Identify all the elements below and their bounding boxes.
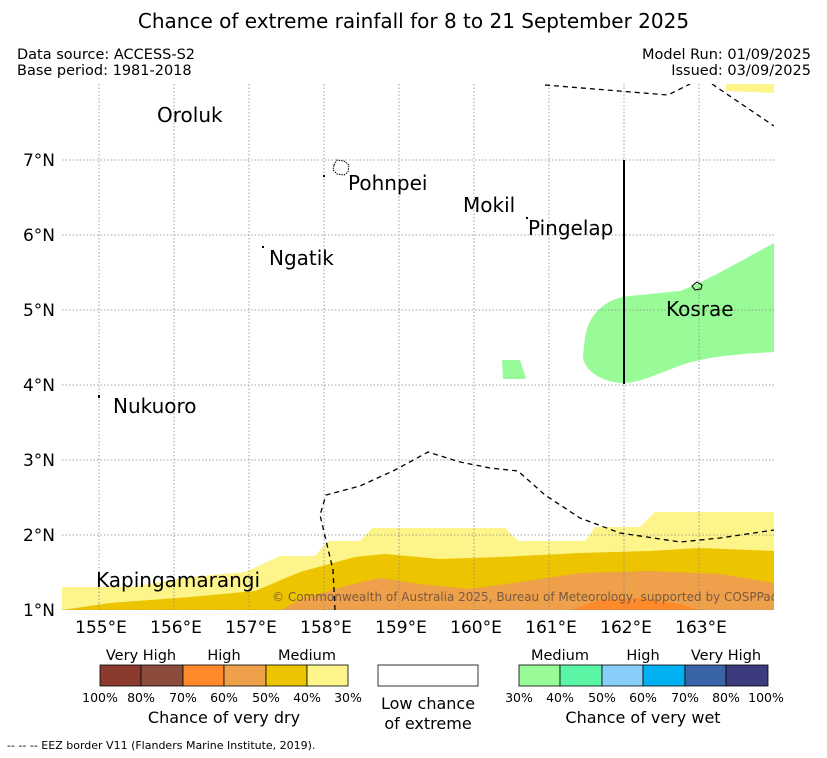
legend-dry-swatch (223, 664, 267, 687)
legend-dry-tick: 70% (169, 690, 197, 705)
place-label-pohnpei: Pohnpei (348, 171, 428, 195)
issued-date: Issued: 03/09/2025 (671, 63, 811, 79)
legend-dry-swatch (306, 664, 349, 687)
legend-dry: Very High High Medium 100% 80% 70% 60% 5… (82, 648, 362, 727)
eez-border (319, 84, 774, 610)
map-area: Oroluk Pohnpei Mokil Pingelap Ngatik Kos… (62, 84, 777, 610)
legend-wet-swatch (601, 664, 644, 687)
legend-dry-swatch (140, 664, 184, 687)
legend-dry-tick: 60% (210, 690, 238, 705)
legend-wet-tick: 40% (546, 690, 574, 705)
legend-dry-group-label: Very High (106, 648, 176, 664)
place-label-ngatik: Ngatik (269, 246, 334, 270)
legend-wet-swatch (684, 664, 727, 687)
eez-footer-note: -- -- -- EEZ border V11 (Flanders Marine… (7, 739, 316, 752)
map-gridlines (62, 84, 774, 610)
legend-wet-swatch (642, 664, 686, 687)
lat-tick-label: 5°N (23, 301, 55, 321)
place-label-nukuoro: Nukuoro (113, 394, 197, 418)
legend-wet-group-label: High (626, 648, 659, 664)
wet-patch-ne (726, 84, 774, 93)
legend-wet-group-label: Very High (691, 648, 761, 664)
lon-tick-label: 163°E (675, 618, 727, 638)
legend-wet-tick: 70% (671, 690, 699, 705)
legend-dry-tick: 50% (252, 690, 280, 705)
legend-wet-tick: 60% (629, 690, 657, 705)
copyright-text: © Commonwealth of Australia 2025, Bureau… (272, 590, 777, 604)
wet-patch-small (502, 360, 526, 379)
legend-dry-swatch (99, 664, 142, 687)
lon-tick-label: 159°E (375, 618, 427, 638)
lon-tick-labels: 155°E 156°E 157°E 158°E 159°E 160°E 161°… (75, 618, 727, 638)
legend-low-line2: of extreme (384, 714, 471, 733)
model-run: Model Run: 01/09/2025 (641, 47, 811, 63)
legend-wet-tick: 80% (712, 690, 740, 705)
place-label-kosrae: Kosrae (666, 297, 734, 321)
legend-wet-group-label: Medium (531, 648, 589, 664)
lat-tick-label: 2°N (23, 526, 55, 546)
lon-tick-label: 156°E (150, 618, 202, 638)
legend-wet-caption: Chance of very wet (565, 708, 720, 727)
page-title: Chance of extreme rainfall for 8 to 21 S… (137, 9, 690, 33)
legend-wet-swatch (559, 664, 603, 687)
legend-dry-tick: 100% (82, 690, 118, 705)
dry-band-60 (570, 598, 700, 610)
wet-area-kosrae (583, 243, 774, 384)
island-dots (98, 175, 528, 398)
legend-wet-tick: 100% (748, 690, 784, 705)
legend-wet-swatch (725, 664, 769, 687)
lat-tick-label: 6°N (23, 226, 55, 246)
lat-tick-label: 4°N (23, 376, 55, 396)
lat-tick-label: 1°N (23, 601, 55, 621)
legend-low: Low chance of extreme (377, 664, 479, 733)
legend-wet: Medium High Very High 30% 40% 50% 60% 70… (505, 648, 784, 727)
legend-wet-tick: 30% (505, 690, 533, 705)
lat-tick-labels: 7°N 6°N 5°N 4°N 3°N 2°N 1°N (23, 151, 55, 621)
place-label-oroluk: Oroluk (157, 103, 223, 127)
lat-tick-label: 7°N (23, 151, 55, 171)
place-label-kapingamarangi: Kapingamarangi (96, 568, 260, 592)
lon-tick-label: 155°E (75, 618, 127, 638)
legend-wet-tick: 50% (588, 690, 616, 705)
island-outlines (332, 159, 703, 291)
legend-wet-swatch (518, 664, 561, 687)
legend-dry-group-label: Medium (278, 648, 336, 664)
lon-tick-label: 161°E (525, 618, 577, 638)
place-label-pingelap: Pingelap (528, 216, 613, 240)
place-labels: Oroluk Pohnpei Mokil Pingelap Ngatik Kos… (96, 103, 734, 592)
legend-dry-tick: 30% (334, 690, 362, 705)
lon-tick-label: 158°E (300, 618, 352, 638)
legend-dry-swatch (265, 664, 308, 687)
kosrae-island (691, 281, 703, 291)
lon-tick-label: 157°E (225, 618, 277, 638)
pohnpei-island (332, 159, 350, 176)
data-source: Data source: ACCESS-S2 (17, 47, 196, 63)
legend-dry-swatch (182, 664, 225, 687)
lon-tick-label: 160°E (450, 618, 502, 638)
legend-dry-caption: Chance of very dry (148, 708, 300, 727)
legend-dry-group-label: High (207, 648, 240, 664)
legend-low-swatch (377, 664, 479, 687)
legend-low-line1: Low chance (381, 694, 475, 713)
lon-tick-label: 162°E (600, 618, 652, 638)
lat-tick-label: 3°N (23, 451, 55, 471)
legend-dry-tick: 40% (293, 690, 321, 705)
place-label-mokil: Mokil (463, 193, 515, 217)
base-period: Base period: 1981-2018 (17, 63, 192, 79)
legend-dry-tick: 80% (127, 690, 155, 705)
